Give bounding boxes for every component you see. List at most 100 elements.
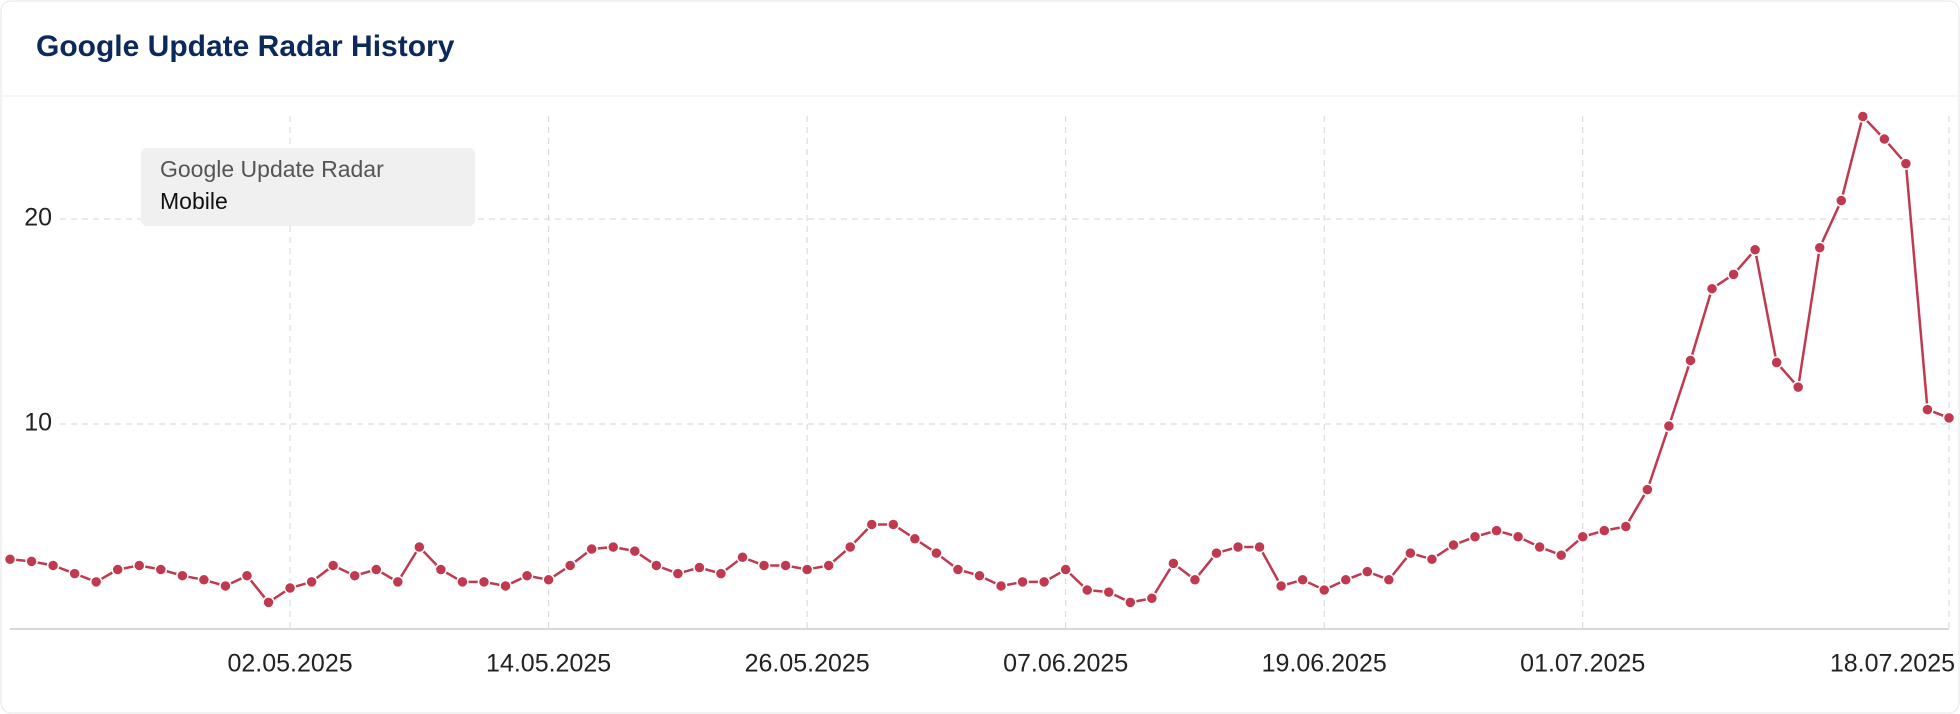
data-point: [89, 575, 103, 589]
data-point: [973, 569, 986, 582]
data-point: [1748, 243, 1762, 256]
data-point: [1102, 585, 1116, 599]
data-point: [606, 540, 620, 554]
chart-title: Google Update Radar History: [36, 30, 455, 63]
data-point: [822, 559, 835, 572]
data-point: [1835, 194, 1848, 207]
data-point: [499, 579, 512, 593]
y-tick-label: 20: [24, 204, 52, 232]
data-point: [434, 563, 448, 576]
data-point: [693, 561, 706, 574]
data-point: [3, 553, 17, 566]
data-point: [1468, 530, 1482, 543]
data-point: [1404, 546, 1417, 560]
data-point: [1705, 282, 1719, 295]
data-point: [1662, 419, 1676, 433]
data-point: [1856, 110, 1870, 123]
data-point: [477, 575, 491, 589]
data-point: [843, 540, 857, 554]
data-point: [133, 559, 146, 572]
data-point: [1533, 540, 1546, 554]
data-point: [305, 575, 318, 589]
data-point: [1942, 411, 1956, 425]
data-point: [1490, 524, 1503, 537]
data-point: [1037, 575, 1051, 589]
data-point: [1576, 530, 1589, 543]
data-point: [1899, 157, 1913, 170]
data-point: [757, 559, 771, 572]
data-point: [714, 567, 728, 580]
data-point: [865, 518, 879, 531]
x-tick-label: 14.05.2025: [486, 650, 611, 678]
data-point: [1361, 565, 1374, 578]
data-point: [779, 559, 792, 572]
legend-entry: Mobile: [160, 188, 228, 214]
data-point: [930, 546, 943, 560]
data-point: [1878, 132, 1891, 146]
data-point: [1317, 583, 1331, 597]
data-point: [219, 579, 232, 593]
data-point: [520, 569, 534, 582]
data-point: [650, 559, 663, 572]
data-point: [413, 540, 426, 554]
y-tick-label: 10: [24, 409, 52, 437]
data-point: [1231, 540, 1245, 554]
data-point: [1016, 575, 1029, 589]
data-point: [25, 555, 38, 568]
data-point: [1619, 520, 1633, 533]
data-point: [542, 573, 555, 587]
legend-box: [141, 148, 475, 226]
x-tick-label: 01.07.2025: [1520, 650, 1645, 678]
data-point: [1167, 557, 1180, 570]
data-point: [1124, 596, 1137, 609]
data-point: [671, 567, 685, 580]
x-tick-label: 02.05.2025: [228, 650, 353, 678]
data-point: [283, 581, 297, 595]
data-point: [1770, 356, 1783, 369]
data-point: [456, 575, 469, 589]
data-point: [1727, 268, 1740, 281]
data-point: [1296, 573, 1309, 587]
data-point: [736, 551, 749, 564]
data-point: [563, 559, 577, 572]
x-tick-label: 26.05.2025: [745, 650, 870, 678]
data-point: [1188, 573, 1202, 587]
data-point: [1253, 540, 1266, 554]
data-point: [1511, 530, 1525, 543]
data-point: [370, 563, 383, 576]
data-point: [176, 569, 189, 582]
data-point: [1921, 403, 1934, 416]
data-point: [326, 559, 340, 572]
data-point: [1274, 579, 1288, 593]
x-tick-label: 07.06.2025: [1003, 650, 1128, 678]
data-point: [1813, 241, 1826, 254]
data-point: [391, 575, 405, 589]
data-point: [1425, 553, 1439, 566]
x-tick-label: 19.06.2025: [1262, 650, 1387, 678]
data-point: [111, 563, 124, 576]
data-point: [1080, 583, 1094, 597]
data-point: [1598, 524, 1611, 537]
x-tick-label: 18.07.2025: [1830, 650, 1955, 678]
data-point: [240, 569, 254, 582]
data-point: [951, 563, 965, 576]
data-point: [1447, 538, 1460, 552]
data-point: [1339, 573, 1353, 587]
data-point: [908, 532, 922, 546]
data-point: [628, 544, 642, 558]
data-point: [154, 563, 168, 576]
data-point: [1684, 354, 1697, 367]
data-point: [1641, 483, 1654, 496]
data-point: [1554, 548, 1568, 562]
data-point: [1210, 546, 1223, 560]
data-point: [800, 563, 814, 576]
data-point: [1382, 573, 1396, 587]
data-point: [68, 567, 81, 580]
plot: 10 20 02.05.2025 14.05.2025 26.05.2025 07.06.…: [3, 110, 1956, 678]
data-point: [1059, 563, 1072, 576]
data-point: [46, 559, 60, 572]
legend-title: Google Update Radar: [160, 156, 384, 182]
data-point: [1791, 380, 1805, 394]
data-point: [348, 569, 361, 582]
